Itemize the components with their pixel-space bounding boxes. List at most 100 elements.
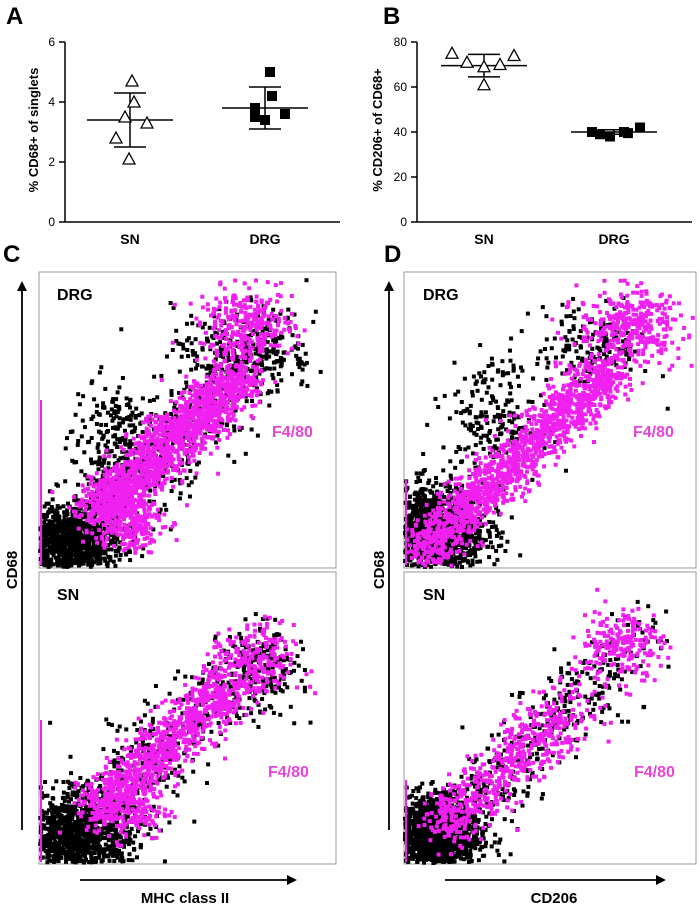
event-dot-magenta <box>142 468 147 473</box>
event-dot-black <box>302 685 307 690</box>
event-dot-magenta <box>91 506 96 511</box>
event-dot-black <box>56 543 61 548</box>
event-dot-black <box>95 553 100 558</box>
event-dot-magenta <box>120 464 125 469</box>
event-dot-magenta <box>255 336 260 341</box>
event-dot-magenta <box>90 495 95 500</box>
data-point-square <box>265 67 275 77</box>
event-dot-black <box>50 520 55 525</box>
event-dot-magenta <box>146 414 151 419</box>
event-dot-black <box>95 403 100 408</box>
event-dot-black <box>113 549 118 553</box>
event-dot-black <box>135 855 139 860</box>
event-dot-magenta <box>114 508 119 513</box>
event-dot-black <box>50 538 55 543</box>
event-dot-magenta <box>139 519 144 524</box>
event-dot-black <box>220 367 225 372</box>
event-dot-black <box>56 835 61 840</box>
event-dot-black <box>70 429 75 434</box>
event-dot-magenta <box>140 471 145 476</box>
event-dot-black <box>120 376 125 380</box>
event-dot-black <box>167 820 172 825</box>
event-dot-black <box>89 417 94 421</box>
event-dot-magenta <box>215 380 220 385</box>
event-dot-magenta <box>187 421 192 426</box>
event-dot-black <box>45 793 50 798</box>
event-dot-magenta <box>114 504 119 509</box>
event-dot-magenta <box>145 481 150 486</box>
event-dot-black <box>82 556 87 561</box>
event-dot-black <box>97 556 102 561</box>
event-dot-magenta <box>242 281 247 286</box>
event-dot-black <box>96 532 101 537</box>
event-dot-black <box>313 309 318 314</box>
event-dot-black <box>70 532 75 537</box>
event-dot-black <box>54 841 59 845</box>
event-dot-magenta <box>124 534 129 539</box>
event-dot-magenta <box>112 527 116 532</box>
event-dot-black <box>204 366 209 371</box>
event-dot-magenta <box>224 306 228 311</box>
event-dot-black <box>296 361 301 366</box>
event-dot-black <box>195 354 200 359</box>
event-dot-black <box>43 849 48 854</box>
event-dot-black <box>56 520 61 525</box>
event-dot-magenta <box>157 423 162 428</box>
event-dot-magenta <box>118 471 123 475</box>
event-dot-magenta <box>102 498 107 503</box>
event-dot-magenta <box>114 487 119 492</box>
event-dot-black <box>275 389 280 394</box>
event-dot-magenta <box>225 366 229 371</box>
event-dot-magenta <box>240 341 245 345</box>
event-dot-magenta <box>230 398 235 403</box>
event-dot-black <box>70 792 75 797</box>
event-dot-magenta <box>260 338 264 343</box>
event-dot-magenta <box>255 379 260 384</box>
event-dot-black <box>61 795 66 800</box>
event-dot-magenta <box>160 481 164 486</box>
event-dot-magenta <box>102 481 107 486</box>
event-dot-magenta <box>170 524 175 529</box>
event-dot-magenta <box>255 342 260 347</box>
event-dot-magenta <box>218 407 223 412</box>
event-dot-black <box>81 526 86 531</box>
event-dot-black <box>128 748 133 753</box>
event-dot-magenta <box>140 442 145 447</box>
event-dot-magenta <box>212 411 217 415</box>
event-dot-black <box>169 392 174 397</box>
y-tick-label: 2 <box>48 155 55 169</box>
event-dot-black <box>64 853 69 857</box>
event-dot-magenta <box>211 311 216 316</box>
event-dot-magenta <box>146 531 151 536</box>
event-dot-magenta <box>233 308 237 313</box>
event-dot-black <box>263 326 268 331</box>
event-dot-magenta <box>117 524 122 528</box>
event-dot-magenta <box>92 518 96 523</box>
event-dot-magenta <box>169 419 174 424</box>
event-dot-magenta <box>151 445 156 449</box>
event-dot-magenta <box>101 506 106 511</box>
event-dot-magenta <box>286 321 291 326</box>
event-dot-black <box>65 508 70 513</box>
event-dot-magenta <box>206 411 210 416</box>
panel-letter-a: A <box>6 3 23 30</box>
event-dot-magenta <box>160 525 165 530</box>
event-dot-magenta <box>226 323 231 328</box>
event-dot-black <box>267 349 272 354</box>
event-dot-magenta <box>219 333 224 337</box>
event-dot-black <box>86 553 91 557</box>
event-dot-magenta <box>273 328 278 333</box>
event-dot-black <box>54 825 59 830</box>
event-dot-magenta <box>238 355 243 359</box>
event-dot-black <box>117 832 122 837</box>
event-dot-black <box>147 499 152 504</box>
event-dot-magenta <box>94 471 99 476</box>
event-dot-magenta <box>182 451 187 456</box>
event-dot-magenta <box>80 483 85 488</box>
event-dot-magenta <box>148 436 153 441</box>
event-dot-magenta <box>102 531 106 536</box>
event-dot-magenta <box>150 417 155 422</box>
event-dot-magenta <box>170 462 175 467</box>
event-dot-black <box>58 526 63 531</box>
